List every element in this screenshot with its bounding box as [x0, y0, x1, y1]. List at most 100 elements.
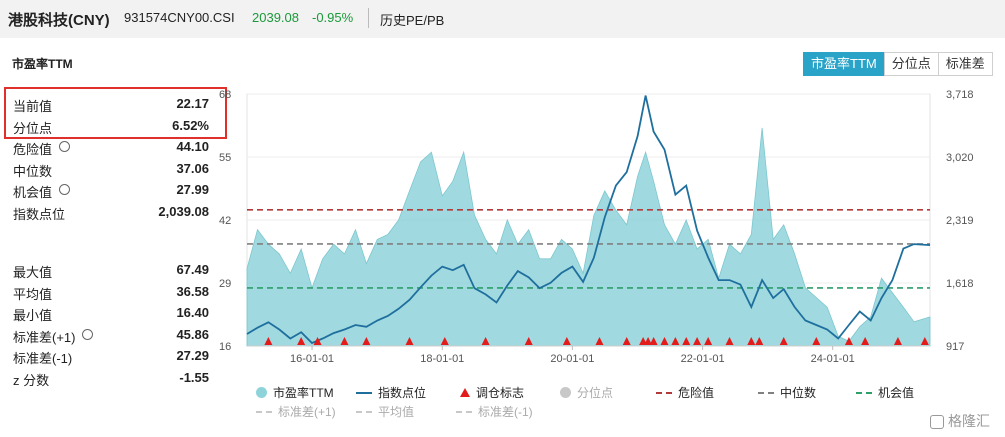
stat-row: 最大值 67.49 [12, 259, 212, 281]
y-right-tick-label: 917 [946, 341, 964, 353]
rebalance-marker [595, 337, 604, 345]
rebalance-marker [893, 337, 902, 345]
stat-row: 标准差(-1) 27.29 [12, 345, 212, 367]
rebalance-marker [725, 337, 734, 345]
stat-label: 最小值 [13, 308, 53, 324]
rebalance-marker [747, 337, 756, 345]
stat-row: 当前值 22.17 [12, 93, 212, 115]
watermark: 格隆汇 [930, 411, 990, 431]
history-pe-pb-link[interactable]: 历史PE/PB [380, 13, 445, 28]
legend-label: 调仓标志 [476, 386, 525, 400]
index-line-series [246, 95, 931, 345]
legend-dash-icon [356, 410, 372, 413]
settings-gear-icon[interactable] [59, 184, 70, 196]
stat-value: 44.10 [176, 139, 209, 155]
rebalance-marker [861, 337, 870, 345]
stat-row: 分位点 6.52% [12, 115, 212, 137]
x-tick-label: 20-01-01 [550, 353, 594, 365]
legend-dot-icon [256, 387, 267, 398]
legend-item[interactable]: 标准差(+1) [256, 403, 336, 420]
stat-row: 指数点位 2,039.08 [12, 201, 212, 223]
stat-value: 2,039.08 [158, 203, 209, 219]
stat-value: 22.17 [176, 96, 209, 111]
stat-row: 危险值 44.10 [12, 136, 212, 158]
rebalance-marker [264, 337, 273, 345]
stat-row: 最小值 16.40 [12, 302, 212, 324]
index-title: 港股科技(CNY) [8, 12, 110, 29]
stats-panel-top: 当前值 22.17 分位点 6.52% 危险值 44.10 中位数 37.06 机会值 27.99… [12, 93, 212, 223]
rebalance-marker [313, 337, 322, 345]
legend-item[interactable]: 机会值 [856, 384, 914, 401]
stat-value: 45.86 [176, 326, 209, 342]
stat-row: 标准差(+1) 45.86 [12, 324, 212, 346]
legend-item[interactable]: 指数点位 [356, 384, 426, 401]
stat-value: 6.52% [172, 117, 209, 133]
header-divider [368, 8, 369, 28]
x-tick-label: 16-01-01 [290, 353, 334, 365]
legend-label: 中位数 [780, 386, 817, 400]
legend-item[interactable]: 市盈率TTM [256, 384, 334, 401]
rebalance-marker [649, 337, 658, 345]
legend-item[interactable]: 中位数 [758, 384, 816, 401]
rebalance-marker [481, 337, 490, 345]
stat-row: 中位数 37.06 [12, 158, 212, 180]
rebalance-marker [340, 337, 349, 345]
stat-label: 最大值 [13, 265, 53, 280]
rebalance-marker [693, 337, 702, 345]
legend-triangle-icon [460, 388, 470, 397]
rebalance-marker [755, 337, 764, 345]
stat-label: 平均值 [13, 286, 53, 302]
legend-item[interactable]: 分位点 [560, 384, 613, 401]
index-code: 931574CNY00.CSI [124, 10, 235, 25]
rebalance-marker [660, 337, 669, 345]
y-left-tick-label: 16 [219, 341, 231, 353]
metric-tabs: 市盈率TTM 分位点 标准差 [803, 52, 993, 76]
stat-value: 16.40 [176, 305, 209, 321]
x-tick-label: 18-01-01 [420, 353, 464, 365]
stat-label: z 分数 [13, 372, 50, 388]
legend-label: 标准差(-1) [478, 405, 533, 419]
legend-item[interactable]: 标准差(-1) [456, 403, 533, 420]
watermark-logo-icon [930, 415, 944, 430]
legend-label: 机会值 [878, 386, 915, 400]
header-bar: 港股科技(CNY) 931574CNY00.CSI 2039.08 -0.95%… [0, 0, 1005, 38]
stat-label: 危险值 [13, 142, 53, 158]
legend-item[interactable]: 危险值 [656, 384, 714, 401]
rebalance-marker [704, 337, 713, 345]
legend-dash-icon [456, 410, 472, 413]
legend-item[interactable]: 调仓标志 [460, 384, 524, 401]
rebalance-marker [622, 337, 631, 345]
tab-pe-ttm[interactable]: 市盈率TTM [803, 52, 885, 76]
rebalance-marker [362, 337, 371, 345]
rebalance-marker [644, 337, 653, 345]
y-right-tick-label: 1,618 [946, 278, 974, 290]
stat-row: 平均值 36.58 [12, 281, 212, 303]
stat-value: 67.49 [176, 262, 209, 277]
y-right-tick-label: 3,718 [946, 89, 974, 101]
y-left-tick-label: 29 [219, 278, 231, 290]
stat-value: 27.99 [176, 182, 209, 198]
settings-gear-icon[interactable] [82, 328, 93, 340]
stats-panel-bottom: 最大值 67.49 平均值 36.58 最小值 16.40 标准差(+1) 45.86 标准差(… [12, 259, 212, 389]
settings-gear-icon[interactable] [59, 141, 70, 153]
tab-std-dev[interactable]: 标准差 [937, 52, 993, 76]
rebalance-marker [671, 337, 680, 345]
x-tick-label: 24-01-01 [811, 353, 855, 365]
y-right-tick-label: 2,319 [946, 215, 974, 227]
rebalance-marker [920, 337, 929, 345]
legend-label: 危险值 [678, 386, 715, 400]
legend-item[interactable]: 平均值 [356, 403, 414, 420]
highlight-box [4, 87, 227, 139]
y-left-tick-label: 68 [219, 89, 231, 101]
rebalance-marker [812, 337, 821, 345]
stat-value: 27.29 [176, 348, 209, 364]
legend-label: 分位点 [577, 386, 614, 400]
stat-label: 机会值 [13, 185, 53, 201]
section-label: 市盈率TTM [12, 57, 73, 71]
legend-dash-icon [656, 391, 672, 394]
y-left-tick-label: 55 [219, 152, 231, 164]
rebalance-marker [844, 337, 853, 345]
stat-label: 指数点位 [13, 206, 66, 222]
stat-label: 中位数 [13, 163, 53, 179]
legend-line-icon [356, 391, 372, 394]
